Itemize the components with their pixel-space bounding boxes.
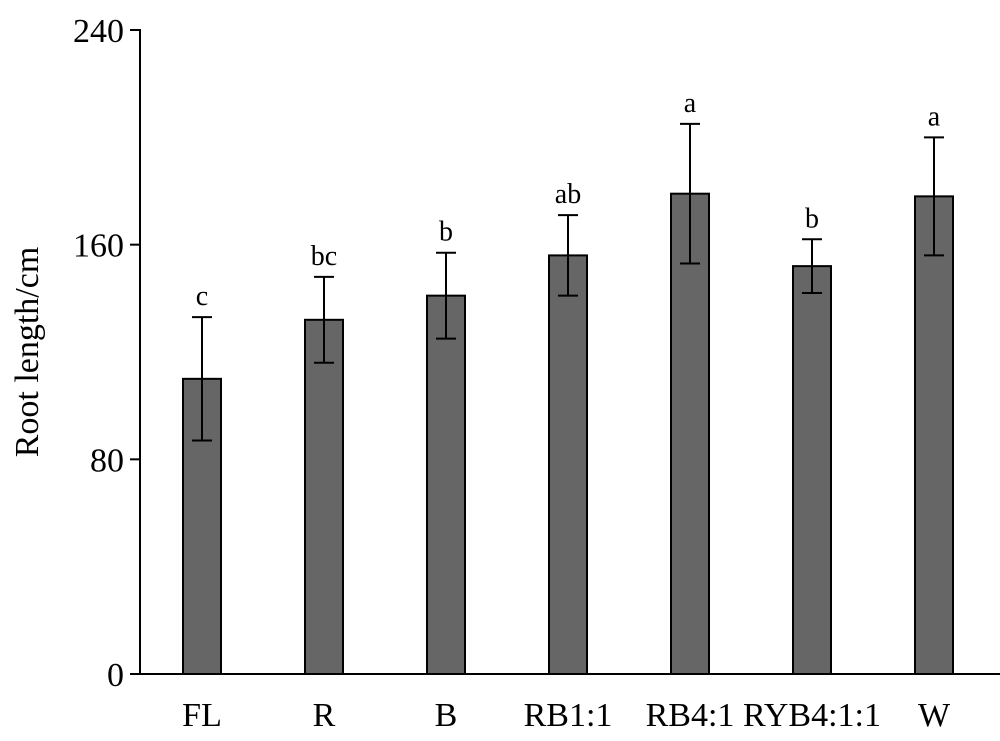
significance-label-RYB4:1:1: b — [805, 203, 819, 234]
bar-RB1:1 — [548, 254, 588, 675]
significance-label-W: a — [928, 101, 941, 132]
x-category-label: FL — [182, 697, 222, 734]
bar-RYB4:1:1 — [792, 265, 832, 675]
x-category-label: R — [313, 697, 336, 734]
significance-label-RB4:1: a — [684, 88, 697, 119]
x-category-label: W — [918, 697, 951, 734]
y-tick-label: 80 — [90, 442, 124, 479]
significance-label-FL: c — [196, 281, 208, 312]
y-tick-label: 240 — [73, 13, 124, 50]
significance-label-RB1:1: ab — [555, 179, 581, 210]
x-category-label: RYB4:1:1 — [743, 697, 881, 734]
y-axis-ticks: 0 80 160 240 — [73, 13, 140, 694]
significance-label-B: b — [439, 217, 453, 248]
bar-RB4:1 — [670, 192, 710, 676]
bar-B — [426, 294, 466, 675]
x-axis-categories: FL R B RB1:1 RB4:1 RYB4:1:1 W — [182, 697, 951, 734]
bar-R — [304, 318, 344, 675]
x-category-label: RB4:1 — [646, 697, 735, 734]
significance-label-R: bc — [311, 241, 337, 272]
error-bars — [192, 122, 944, 442]
axes — [139, 29, 1000, 675]
y-axis-title: Root length/cm — [9, 247, 46, 458]
bar-W — [914, 195, 954, 675]
x-category-label: RB1:1 — [524, 697, 613, 734]
y-tick-label: 0 — [107, 657, 124, 694]
y-tick-label: 160 — [73, 228, 124, 265]
x-category-label: B — [435, 697, 458, 734]
